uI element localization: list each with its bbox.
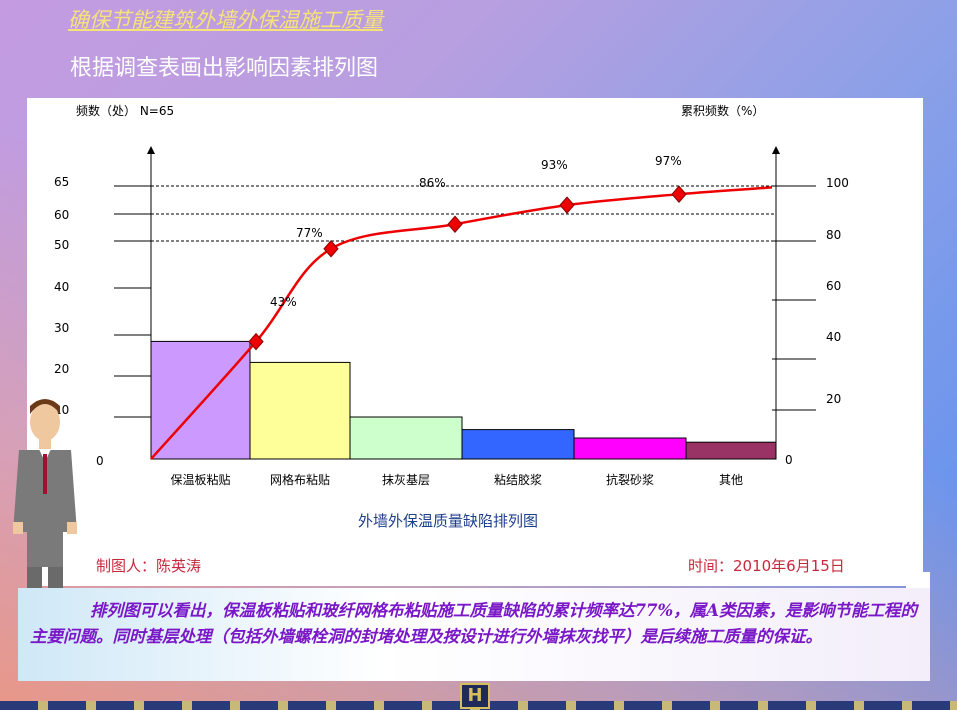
category-label: 网格布粘贴 [270, 472, 330, 487]
cumulative-marker [671, 185, 687, 203]
page-subtitle: 根据调查表画出影响因素排列图 [70, 56, 379, 81]
category-label: 抗裂砂浆 [606, 472, 654, 487]
cumulative-marker [248, 332, 264, 351]
cumulative-marker [323, 240, 339, 258]
bar [461, 429, 575, 460]
right-tick-label: 80 [826, 228, 841, 242]
cumulative-label: 86% [419, 176, 446, 190]
cumulative-marker [447, 215, 463, 233]
left-tick-label: 65 [54, 175, 69, 189]
category-label: 其他 [719, 473, 743, 487]
right-tick-label: 20 [826, 392, 841, 406]
right-axis-label: 累积频数（%） [681, 103, 764, 118]
right-tick-label: 40 [826, 330, 841, 344]
category-label: 粘结胶浆 [494, 472, 542, 487]
page-top-title: 确保节能建筑外墙外保温施工质量 [68, 8, 383, 32]
left-tick-label: 40 [54, 280, 69, 294]
chart-author: 制图人：陈英涛 [96, 557, 201, 575]
right-tick-label: 60 [826, 279, 841, 293]
left-tick-label: 50 [54, 238, 69, 252]
right-tick-label: 100 [826, 176, 849, 190]
bar [349, 416, 463, 460]
cumulative-marker [559, 196, 575, 214]
right-tick-label: 0 [785, 453, 793, 467]
category-label: 保温板粘贴 [170, 472, 230, 487]
cumulative-label: 97% [655, 154, 682, 168]
left-tick-label: 0 [96, 454, 104, 468]
chart-title: 外墙外保温质量缺陷排列图 [358, 512, 538, 530]
cumulative-label: 43% [270, 295, 297, 309]
chart-date: 时间：2010年6月15日 [688, 557, 845, 575]
bar [685, 441, 777, 460]
left-tick-label: 20 [54, 362, 69, 376]
bar [573, 437, 687, 460]
category-label: 抹灰基层 [382, 473, 430, 487]
cumulative-label: 77% [296, 226, 323, 240]
left-axis-label: 频数（处） N=65 [76, 103, 174, 118]
left-tick-label: 60 [54, 208, 69, 222]
conclusion-box: 排列图可以看出，保温板粘贴和玻纤网格布粘贴施工质量缺陷的累计频率达77%，属A类… [18, 588, 930, 681]
left-tick-label: 30 [54, 321, 69, 335]
cumulative-label: 93% [541, 158, 568, 172]
logo-icon: H [460, 683, 490, 709]
bar [249, 361, 351, 460]
chart-panel-notch [906, 572, 930, 588]
